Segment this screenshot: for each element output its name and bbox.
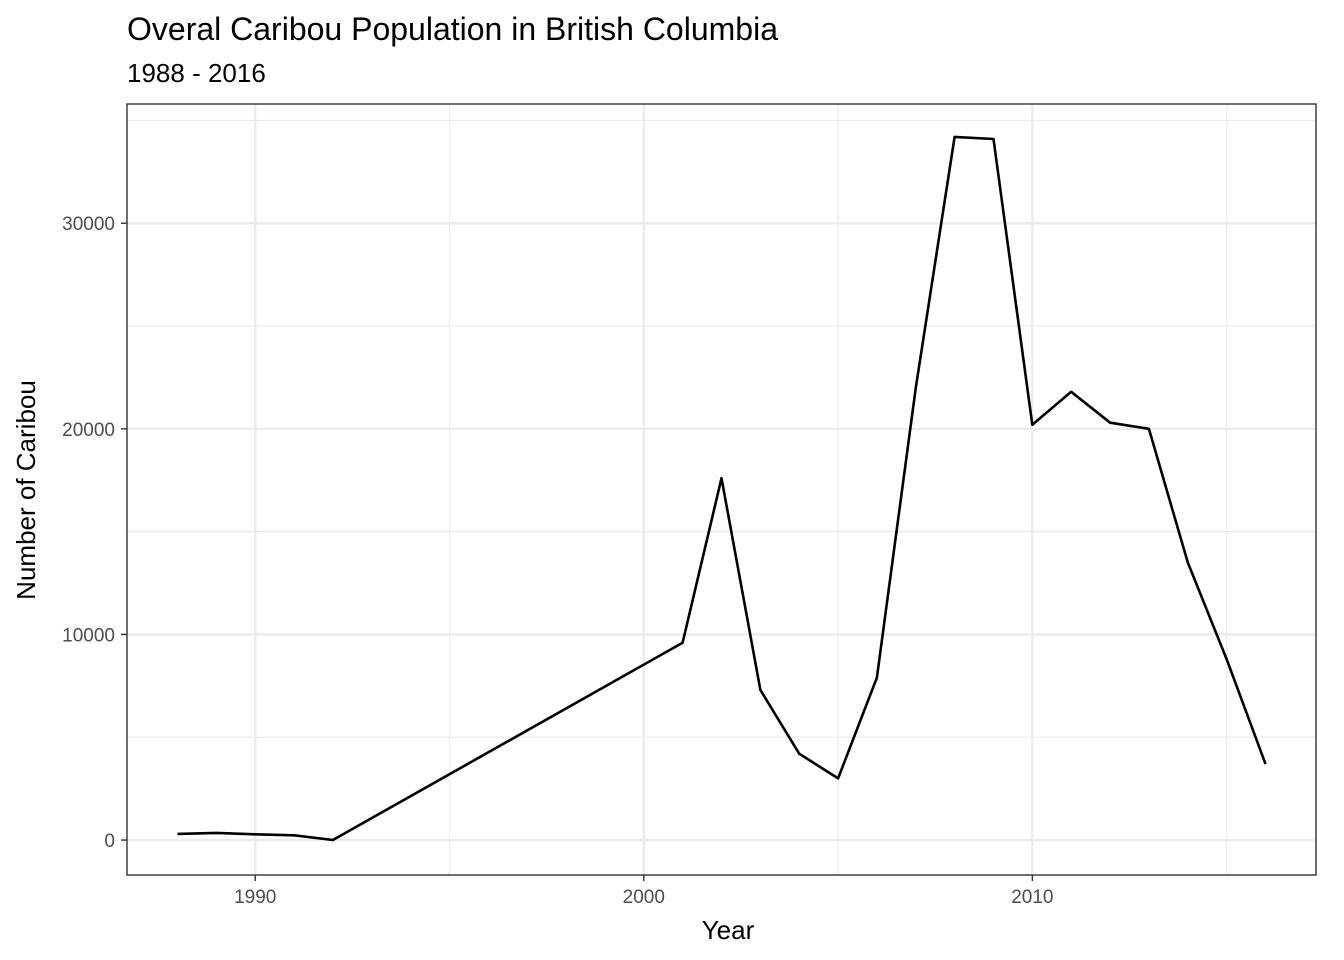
major-gridlines — [127, 104, 1316, 875]
minor-gridlines — [127, 104, 1316, 875]
panel-border — [126, 103, 1317, 876]
x-axis: 1990 2000 2010 — [234, 875, 1053, 908]
y-axis: 0 10000 20000 30000 — [62, 214, 127, 852]
data-series — [177, 135, 1267, 842]
chart-subtitle: 1988 - 2016 — [127, 58, 266, 88]
series-line — [177, 135, 1267, 842]
x-axis-label: Year — [702, 915, 755, 945]
y-tick-label: 0 — [104, 831, 115, 852]
x-tick-label: 2010 — [1011, 887, 1053, 908]
plot-panel — [126, 103, 1317, 876]
y-axis-label: Number of Caribou — [11, 380, 41, 600]
x-tick-label: 2000 — [623, 887, 665, 908]
y-tick-label: 10000 — [62, 625, 115, 646]
x-tick-label: 1990 — [234, 887, 276, 908]
y-tick-label: 20000 — [62, 420, 115, 441]
chart-title: Overal Caribou Population in British Col… — [127, 11, 778, 47]
y-tick-label: 30000 — [62, 214, 115, 235]
